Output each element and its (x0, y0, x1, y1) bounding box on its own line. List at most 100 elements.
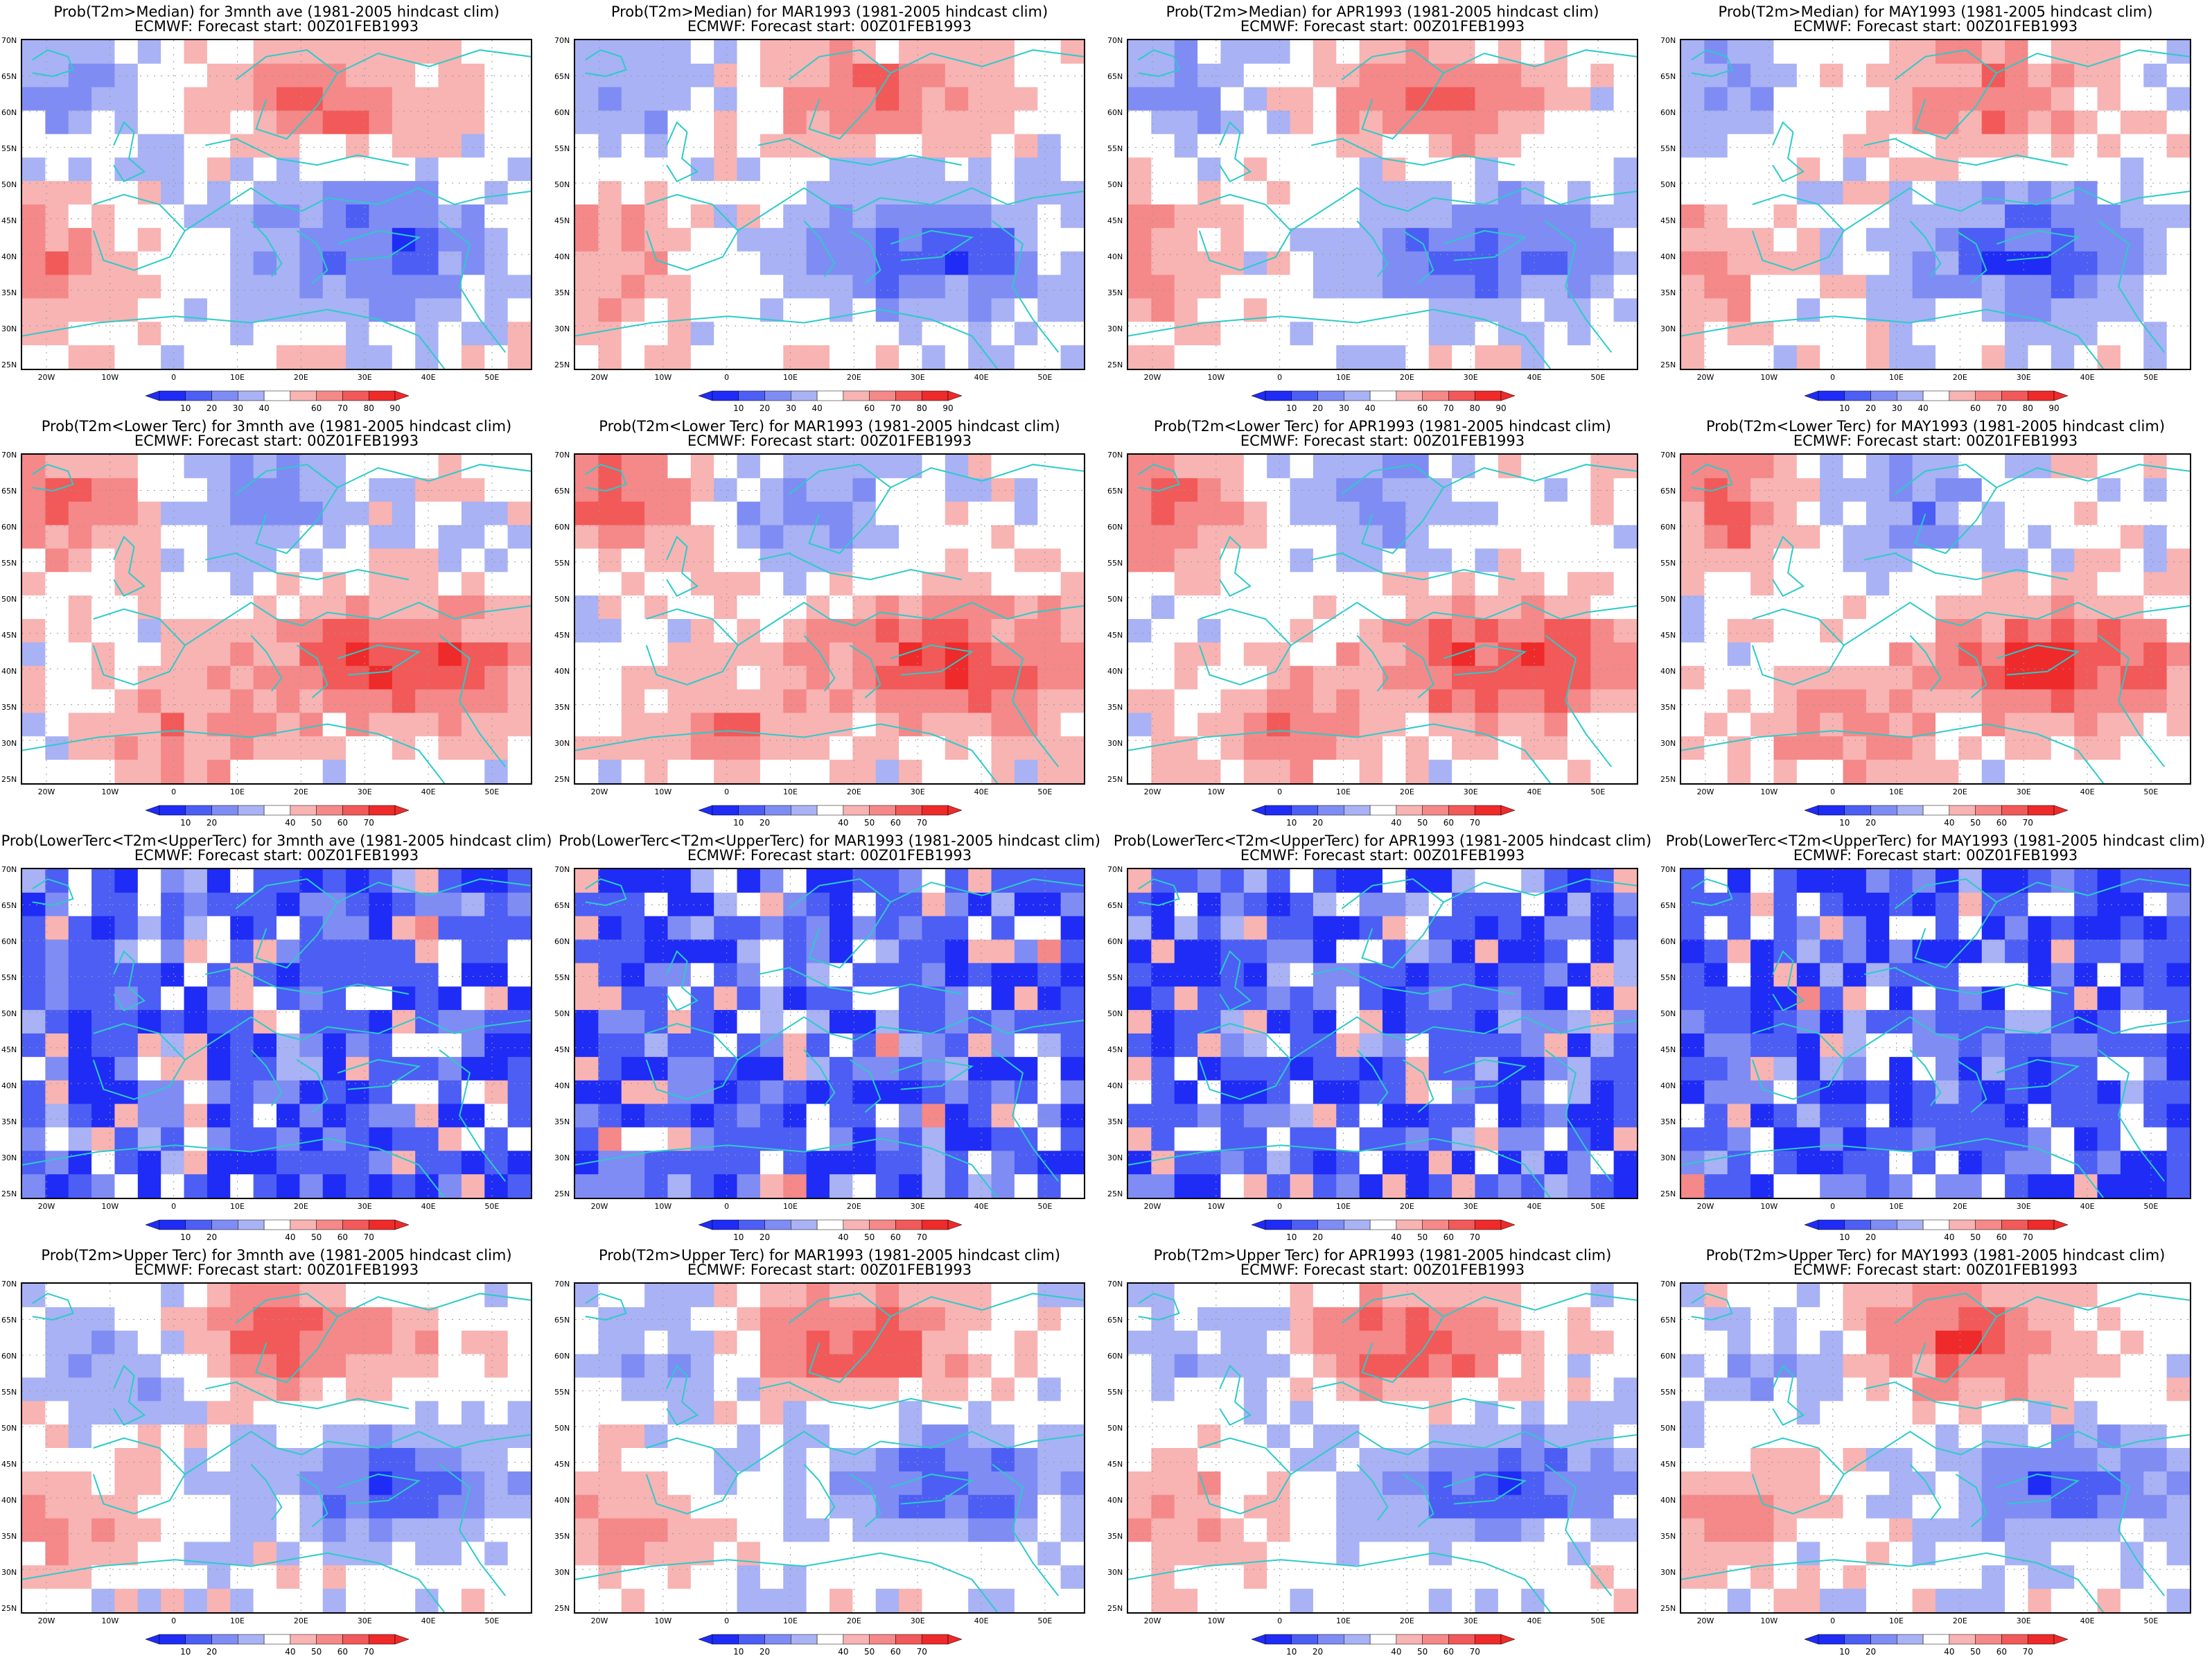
longitude-label: 10W (654, 1616, 672, 1625)
colorbar-label: 60 (890, 1647, 902, 1657)
coastline (1443, 878, 1637, 903)
longitude-label: 20E (846, 1616, 861, 1625)
colorbar-label: 20 (206, 1232, 218, 1242)
latitude-label: 35N (1, 1117, 17, 1126)
latitude-label: 45N (1, 1045, 17, 1054)
longitude-label: 30E (2016, 1616, 2031, 1625)
colorbar-label: 20 (1312, 1647, 1324, 1657)
latitude-label: 70N (1660, 865, 1676, 874)
latitude-label: 60N (1660, 522, 1676, 532)
longitude-label: 30E (357, 373, 372, 382)
longitude-label: 30E (2016, 787, 2031, 796)
longitude-label: 50E (1590, 373, 1606, 382)
latitude-label: 70N (1, 865, 17, 874)
coastline (1545, 1463, 1613, 1596)
coastline (1341, 464, 1445, 555)
longitude-label: 30E (1463, 1616, 1478, 1625)
longitude-label: 20E (1399, 1616, 1414, 1625)
latitude-label: 30N (1, 1153, 17, 1162)
coastline (645, 1437, 739, 1515)
latitude-label: 45N (1, 630, 17, 640)
coastline (250, 1464, 283, 1521)
coastline (1341, 49, 1445, 140)
coastline (235, 878, 339, 969)
probability-map (1680, 39, 2191, 370)
coastline (337, 49, 531, 74)
longitude-label: 10E (230, 373, 245, 382)
probability-map (1127, 1282, 1638, 1614)
latitude-label: 65N (1, 1315, 17, 1325)
colorbar-label: 50 (311, 1232, 322, 1242)
coastline (1691, 878, 1733, 907)
panel-title: Prob(LowerTerc<T2m<UpperTerc) for MAY199… (1665, 832, 2206, 849)
latitude-label: 60N (554, 1351, 570, 1361)
latitude-label: 60N (1107, 107, 1123, 117)
colorbar (146, 1634, 409, 1645)
colorbar-label: 20 (1312, 818, 1324, 828)
coastline (1356, 1049, 1389, 1106)
longitude-label: 0 (171, 1616, 177, 1625)
longitude-label: 10W (1207, 787, 1225, 796)
map-panel: Prob(T2m<Lower Terc) for MAY1993 (1981-2… (1659, 414, 2212, 829)
latitude-label: 30N (1107, 1153, 1123, 1162)
latitude-label: 50N (1660, 1009, 1676, 1018)
coastline (22, 1137, 445, 1198)
coastline (788, 49, 892, 140)
coastline (645, 1022, 739, 1100)
colorbar-label: 10 (180, 403, 191, 413)
coastline (337, 1058, 421, 1090)
longitude-label: 20W (590, 1616, 608, 1625)
colorbar-label: 80 (2022, 403, 2033, 413)
panel-subtitle: ECMWF: Forecast start: 00Z01FEB1993 (1240, 18, 1525, 35)
colorbar-label: 60 (1996, 1232, 2008, 1242)
latitude-label: 30N (1660, 1567, 1676, 1577)
longitude-label: 40E (421, 1202, 436, 1211)
latitude-label: 40N (1, 252, 17, 261)
coastline (1955, 1059, 1987, 1113)
coastline (645, 193, 739, 271)
latitude-label: 65N (1107, 1315, 1123, 1325)
panel-subtitle: ECMWF: Forecast start: 00Z01FEB1993 (687, 18, 972, 35)
colorbar (1805, 390, 2068, 401)
coastline (22, 723, 445, 783)
latitude-label: 55N (1660, 1387, 1676, 1397)
coastline (92, 1022, 186, 1100)
coastline (2098, 1049, 2166, 1182)
coastline (788, 878, 892, 969)
colorbar-label: 50 (1970, 1232, 1981, 1242)
map-panel: Prob(LowerTerc<T2m<UpperTerc) for MAR199… (553, 829, 1106, 1244)
coastline (1681, 308, 2104, 369)
latitude-label: 25N (554, 360, 570, 369)
coastline (1341, 1293, 1445, 1384)
latitude-label: 60N (1, 936, 17, 946)
coastline (757, 1381, 962, 1410)
coastline (666, 535, 699, 597)
latitude-label: 60N (554, 522, 570, 532)
longitude-label: 20W (1696, 787, 1714, 796)
colorbar-label: 10 (733, 1647, 744, 1657)
latitude-label: 45N (554, 630, 570, 640)
latitude-label: 60N (1660, 1351, 1676, 1361)
longitude-label: 20E (1399, 373, 1414, 382)
coastline (1996, 464, 2190, 489)
coastline (1996, 878, 2190, 903)
coastline (992, 1463, 1060, 1596)
longitude-label: 0 (1277, 1202, 1283, 1211)
longitude-label: 10W (1760, 1202, 1778, 1211)
latitude-label: 40N (554, 1495, 570, 1505)
panel-title: Prob(T2m>Upper Terc) for 3mnth ave (1981… (41, 1247, 512, 1264)
coastline (235, 1293, 339, 1384)
longitude-label: 0 (1830, 787, 1836, 796)
longitude-label: 20W (37, 1616, 55, 1625)
coastline (585, 464, 627, 492)
colorbar-label: 60 (1443, 818, 1455, 828)
colorbar (1805, 1634, 2068, 1645)
coastline (1138, 464, 1180, 492)
longitude-label: 0 (1830, 1616, 1836, 1625)
coastline (1219, 535, 1252, 597)
colorbar (1252, 805, 1515, 816)
map-panel: Prob(T2m>Upper Terc) for APR1993 (1981-2… (1106, 1244, 1659, 1658)
latitude-label: 35N (1107, 702, 1123, 712)
panel-subtitle: ECMWF: Forecast start: 00Z01FEB1993 (687, 847, 972, 864)
latitude-label: 35N (554, 1117, 570, 1126)
